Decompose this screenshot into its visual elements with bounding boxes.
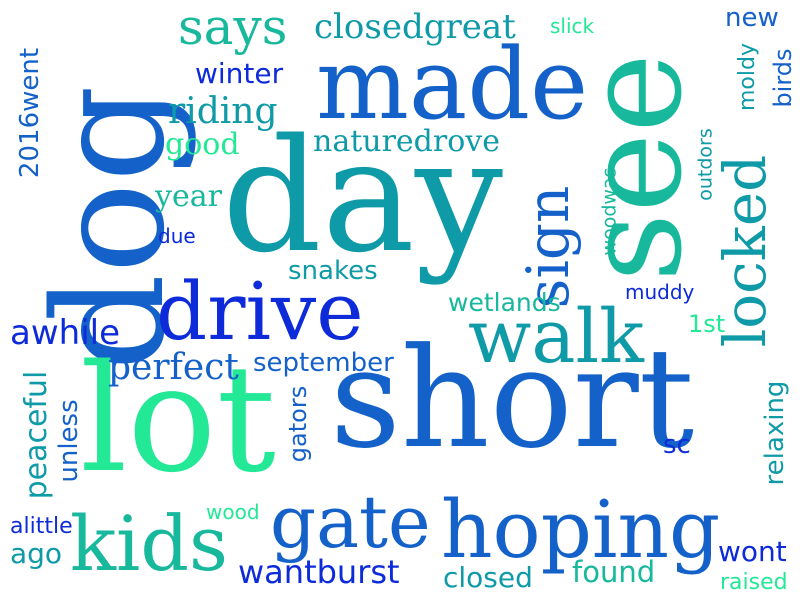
word-muddy: muddy <box>625 280 695 304</box>
word-drive: drive <box>156 265 364 358</box>
word-moldy: moldy <box>735 43 760 111</box>
word-hoping: hoping <box>441 483 721 576</box>
word-wood: wood <box>206 500 260 524</box>
word-slick: slick <box>550 14 595 38</box>
word-snakes: snakes <box>288 256 378 286</box>
word-wantburst: wantburst <box>238 553 400 591</box>
word-1st: 1st <box>688 310 726 338</box>
word-winter: winter <box>195 57 284 90</box>
word-says: says <box>178 0 288 56</box>
word-kids: kids <box>70 499 229 588</box>
word-outdors: outdors <box>694 128 717 201</box>
word-unless: unless <box>54 399 84 483</box>
word-gators: gators <box>284 385 312 463</box>
word-good: good <box>165 127 240 162</box>
word-relaxing: relaxing <box>760 380 790 486</box>
word-sc: sc <box>663 430 691 460</box>
word-found: found <box>572 555 656 589</box>
word-awhile: awhile <box>10 313 121 353</box>
word-day: day <box>222 105 503 287</box>
word-closed: closed <box>443 561 533 594</box>
word-gate: gate <box>270 480 431 564</box>
word-peaceful: peaceful <box>19 370 54 500</box>
word-wetlands: wetlands <box>448 288 561 317</box>
word-wont: wont <box>718 535 787 568</box>
word-riding: riding <box>168 91 278 132</box>
word-perfect: perfect <box>108 347 239 388</box>
word-woodwas: woodwas <box>598 167 621 256</box>
word-alittle: alittle <box>10 514 73 539</box>
word-september: september <box>253 348 394 378</box>
word-naturedrove: naturedrove <box>313 124 500 159</box>
word-made: made <box>316 28 589 142</box>
word-walk: walk <box>468 294 644 380</box>
word-2016went: 2016went <box>15 47 45 179</box>
word-closedgreat: closedgreat <box>314 7 516 47</box>
word-new: new <box>725 3 779 33</box>
word-short: short <box>330 318 695 479</box>
word-due: due <box>158 224 196 248</box>
word-birds: birds <box>769 48 797 108</box>
word-lot: lot <box>80 333 276 505</box>
word-ago: ago <box>10 537 63 570</box>
word-year: year <box>155 179 222 214</box>
word-raised: raised <box>720 570 788 595</box>
